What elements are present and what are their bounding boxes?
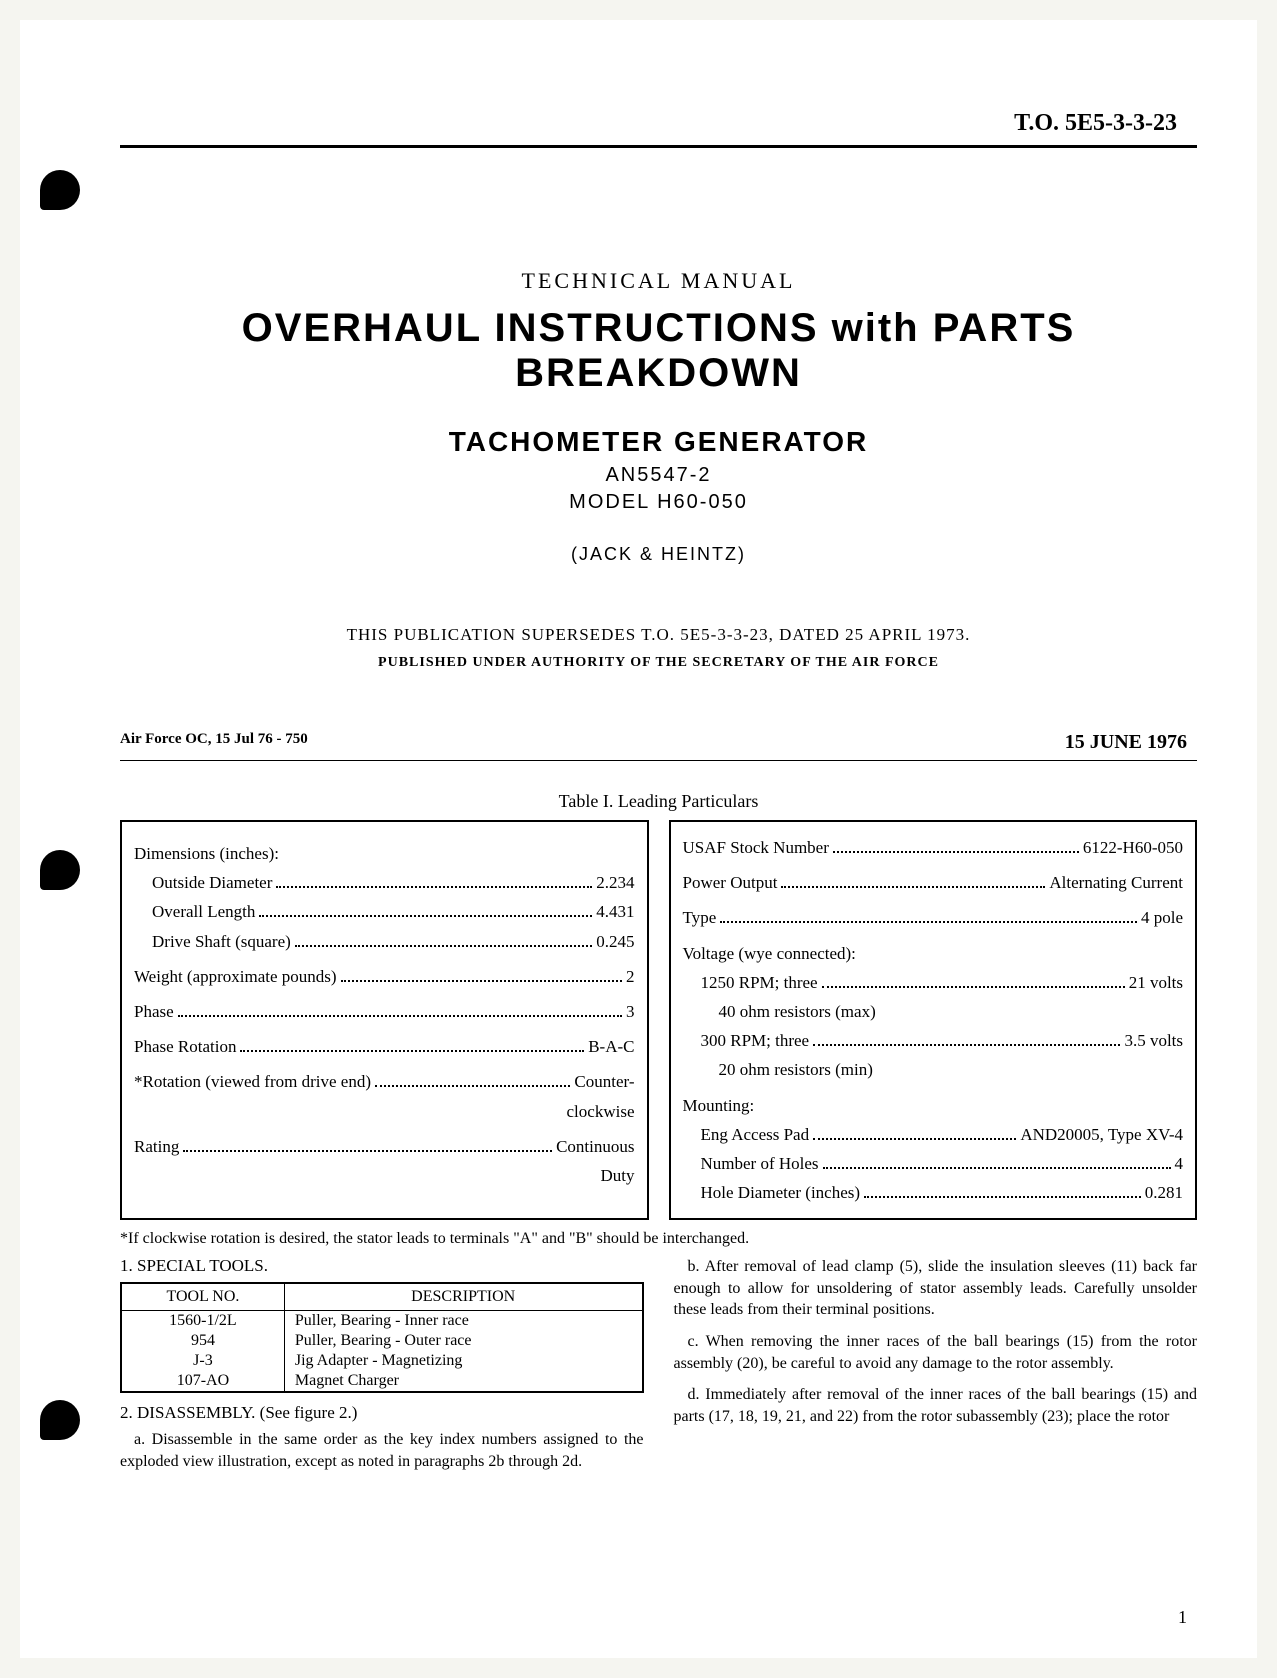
document-page: T.O. 5E5-3-3-23 TECHNICAL MANUAL OVERHAU…	[20, 20, 1257, 1658]
table-row: J-3Jig Adapter - Magnetizing	[121, 1351, 643, 1371]
table-row: Number of Holes4	[683, 1150, 1184, 1177]
table-row: 107-AOMagnet Charger	[121, 1371, 643, 1392]
part-number: AN5547-2	[120, 464, 1197, 487]
title-block: TECHNICAL MANUAL OVERHAUL INSTRUCTIONS w…	[120, 268, 1197, 671]
table-row: Overall Length4.431	[134, 898, 635, 925]
right-body-column: b. After removal of lead clamp (5), slid…	[674, 1256, 1198, 1482]
table-row: Weight (approximate pounds)2	[134, 963, 635, 990]
table-row-sub: 20 ohm resistors (min)	[683, 1056, 1184, 1083]
publication-date: 15 JUNE 1976	[1065, 731, 1187, 754]
table-title: Table I. Leading Particulars	[120, 791, 1197, 812]
table-row: RatingContinuous	[134, 1133, 635, 1160]
table-row: *Rotation (viewed from drive end)Counter…	[134, 1068, 635, 1095]
leading-particulars-table: Dimensions (inches): Outside Diameter2.2…	[120, 820, 1197, 1220]
table-row-continued: Duty	[134, 1162, 635, 1189]
table-row: 954Puller, Bearing - Outer race	[121, 1331, 643, 1351]
header-rule	[120, 145, 1197, 148]
model-number: MODEL H60-050	[120, 491, 1197, 514]
tech-manual-label: TECHNICAL MANUAL	[120, 268, 1197, 294]
disassembly-heading: 2. DISASSEMBLY. (See figure 2.)	[120, 1403, 644, 1423]
special-tools-heading: 1. SPECIAL TOOLS.	[120, 1256, 644, 1276]
mounting-heading: Mounting:	[683, 1092, 1184, 1119]
paragraph-a: a. Disassemble in the same order as the …	[120, 1429, 644, 1472]
paragraph-b: b. After removal of lead clamp (5), slid…	[674, 1256, 1198, 1321]
table-row: Power OutputAlternating Current	[683, 869, 1184, 896]
body-columns: 1. SPECIAL TOOLS. TOOL NO. DESCRIPTION 1…	[120, 1256, 1197, 1482]
table-row: Outside Diameter2.234	[134, 869, 635, 896]
table-right-column: USAF Stock Number6122-H60-050 Power Outp…	[669, 820, 1198, 1220]
paragraph-d: d. Immediately after removal of the inne…	[674, 1384, 1198, 1427]
table-row: USAF Stock Number6122-H60-050	[683, 834, 1184, 861]
document-number: T.O. 5E5-3-3-23	[120, 110, 1197, 137]
table-footnote: *If clockwise rotation is desired, the s…	[120, 1230, 1197, 1248]
main-title: OVERHAUL INSTRUCTIONS with PARTS BREAKDO…	[120, 306, 1197, 396]
hole-punch-mark	[40, 1400, 80, 1440]
left-body-column: 1. SPECIAL TOOLS. TOOL NO. DESCRIPTION 1…	[120, 1256, 644, 1482]
hole-punch-mark	[40, 850, 80, 890]
dimensions-heading: Dimensions (inches):	[134, 840, 635, 867]
table-row: Type4 pole	[683, 904, 1184, 931]
authority-note: PUBLISHED UNDER AUTHORITY OF THE SECRETA…	[120, 655, 1197, 671]
table-row: 1560-1/2LPuller, Bearing - Inner race	[121, 1311, 643, 1332]
air-force-oc: Air Force OC, 15 Jul 76 - 750	[120, 731, 308, 754]
table-row: Phase3	[134, 998, 635, 1025]
hole-punch-mark	[40, 170, 80, 210]
table-header: DESCRIPTION	[284, 1283, 642, 1311]
paragraph-c: c. When removing the inner races of the …	[674, 1331, 1198, 1374]
table-left-column: Dimensions (inches): Outside Diameter2.2…	[120, 820, 649, 1220]
table-row-sub: 40 ohm resistors (max)	[683, 998, 1184, 1025]
supersedes-note: THIS PUBLICATION SUPERSEDES T.O. 5E5-3-3…	[120, 625, 1197, 645]
voltage-heading: Voltage (wye connected):	[683, 940, 1184, 967]
table-row: Eng Access PadAND20005, Type XV-4	[683, 1121, 1184, 1148]
table-row-continued: clockwise	[134, 1098, 635, 1125]
equipment-name: TACHOMETER GENERATOR	[120, 426, 1197, 458]
table-row: 300 RPM; three3.5 volts	[683, 1027, 1184, 1054]
page-number: 1	[1178, 1607, 1187, 1628]
date-row: Air Force OC, 15 Jul 76 - 750 15 JUNE 19…	[120, 731, 1197, 761]
table-row: Hole Diameter (inches)0.281	[683, 1179, 1184, 1206]
table-row: 1250 RPM; three21 volts	[683, 969, 1184, 996]
manufacturer: (JACK & HEINTZ)	[120, 544, 1197, 565]
table-header: TOOL NO.	[121, 1283, 284, 1311]
table-row: Drive Shaft (square)0.245	[134, 928, 635, 955]
table-row: Phase RotationB-A-C	[134, 1033, 635, 1060]
special-tools-table: TOOL NO. DESCRIPTION 1560-1/2LPuller, Be…	[120, 1282, 644, 1393]
